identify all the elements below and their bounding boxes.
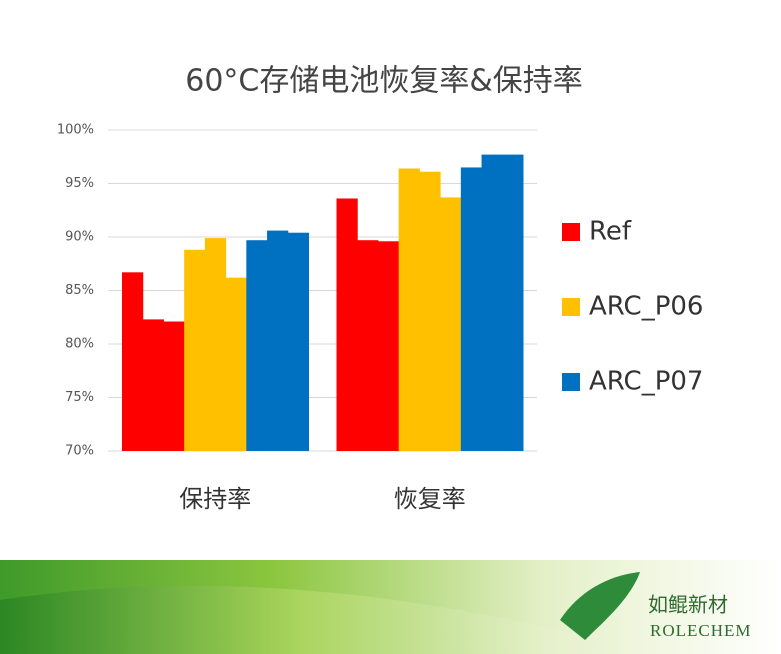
legend-label: Ref [589, 217, 632, 247]
bar [184, 249, 206, 451]
bar [246, 240, 268, 451]
bar [122, 272, 144, 451]
y-tick-label: 100% [57, 123, 94, 138]
bar [225, 277, 247, 451]
y-tick-label: 75% [65, 390, 94, 405]
bar [204, 238, 227, 451]
x-tick-label: 恢复率 [394, 485, 466, 513]
bar [336, 198, 358, 451]
bar [267, 230, 289, 451]
y-tick-label: 95% [65, 176, 94, 191]
bar [481, 154, 503, 452]
bar [440, 197, 462, 451]
bar [357, 240, 379, 451]
x-tick-label: 保持率 [179, 485, 251, 513]
bar [398, 168, 420, 451]
bar [163, 321, 185, 451]
chart-title: 60°C存储电池恢复率&保持率 [185, 64, 583, 99]
y-tick-label: 70% [65, 444, 94, 459]
legend-swatch [562, 298, 580, 316]
logo-icon [560, 572, 640, 640]
legend-label: ARC_P07 [589, 367, 703, 397]
bar [142, 319, 164, 451]
bar [419, 171, 441, 452]
y-tick-label: 85% [65, 283, 94, 298]
footer-swoosh [0, 585, 600, 654]
logo-brand: ROLECHEM [650, 621, 752, 640]
bar [460, 167, 483, 451]
legend-swatch [562, 223, 580, 241]
bar [377, 241, 400, 451]
y-tick-label: 80% [65, 337, 94, 352]
y-tick-label: 90% [65, 230, 94, 245]
legend-label: ARC_P06 [589, 292, 703, 322]
bar [287, 232, 309, 451]
legend-swatch [562, 373, 580, 391]
bar [502, 154, 524, 452]
logo-name: 如鲲新材 [648, 593, 728, 617]
